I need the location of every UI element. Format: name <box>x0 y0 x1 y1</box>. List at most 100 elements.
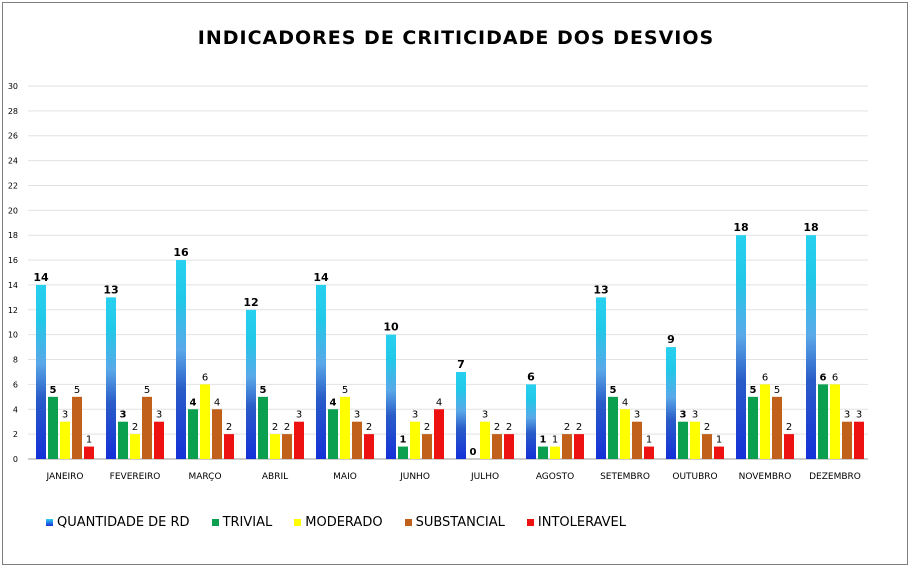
bar-quantidade-de-rd <box>666 347 676 459</box>
bar-trivial <box>678 421 688 459</box>
legend-item: SUBSTANCIAL <box>404 514 505 530</box>
bar-intoleravel <box>224 434 234 459</box>
y-tick-label: 20 <box>8 206 18 215</box>
data-label: 2 <box>786 422 792 433</box>
legend-swatch <box>46 518 53 526</box>
bar-substancial <box>772 396 782 459</box>
data-label: 4 <box>622 397 628 408</box>
data-label: 2 <box>366 422 372 433</box>
data-label: 1 <box>86 435 92 446</box>
bar-substancial <box>842 421 852 459</box>
legend-label: INTOLERAVEL <box>537 514 626 530</box>
bar-quantidade-de-rd <box>176 260 186 459</box>
x-tick-label: FEVEREIRO <box>110 472 161 482</box>
bar-trivial <box>48 396 58 459</box>
data-label: 3 <box>412 410 418 421</box>
bar-moderado <box>270 434 280 459</box>
legend-swatch <box>294 518 302 526</box>
x-tick-label: MAIO <box>333 472 357 482</box>
x-tick-label: JULHO <box>470 472 499 482</box>
bar-trivial <box>818 384 828 459</box>
bar-substancial <box>492 434 502 459</box>
data-label: 4 <box>214 397 220 408</box>
data-label: 5 <box>50 385 57 396</box>
data-label: 7 <box>457 358 465 371</box>
bar-moderado <box>200 384 210 459</box>
data-label: 3 <box>296 410 302 421</box>
y-tick-label: 26 <box>8 132 18 141</box>
data-label: 10 <box>383 321 399 334</box>
legend-label: SUBSTANCIAL <box>415 514 505 530</box>
bar-trivial <box>538 446 548 459</box>
bar-intoleravel <box>714 446 724 459</box>
data-label: 18 <box>803 221 818 234</box>
data-label: 2 <box>564 422 570 433</box>
data-label: 1 <box>716 435 722 446</box>
bar-intoleravel <box>434 409 444 459</box>
x-tick-label: NOVEMBRO <box>739 472 792 482</box>
bar-substancial <box>632 421 642 459</box>
y-tick-label: 2 <box>13 430 18 439</box>
data-label: 3 <box>680 410 687 421</box>
bar-moderado <box>830 384 840 459</box>
data-label: 13 <box>103 283 118 296</box>
bar-moderado <box>60 421 70 459</box>
bar-quantidade-de-rd <box>386 334 396 459</box>
data-label: 3 <box>844 410 850 421</box>
data-label: 2 <box>424 422 430 433</box>
bar-moderado <box>340 396 350 459</box>
data-label: 16 <box>173 246 189 259</box>
bar-intoleravel <box>84 446 94 459</box>
data-label: 9 <box>667 333 675 346</box>
bar-substancial <box>562 434 572 459</box>
data-label: 4 <box>190 397 197 408</box>
bar-intoleravel <box>644 446 654 459</box>
data-label: 1 <box>540 435 547 446</box>
bar-intoleravel <box>294 421 304 459</box>
bar-substancial <box>702 434 712 459</box>
bar-quantidade-de-rd <box>246 309 256 459</box>
bar-substancial <box>282 434 292 459</box>
data-label: 6 <box>762 372 768 383</box>
y-tick-label: 18 <box>8 231 18 240</box>
data-label: 3 <box>856 410 862 421</box>
legend-swatch <box>404 518 412 526</box>
x-tick-label: JUNHO <box>399 472 430 482</box>
data-label: 4 <box>330 397 337 408</box>
y-tick-label: 12 <box>8 306 18 315</box>
y-tick-label: 14 <box>8 281 18 290</box>
bar-trivial <box>328 409 338 459</box>
x-tick-label: MARÇO <box>188 472 221 482</box>
y-tick-label: 4 <box>13 405 18 414</box>
data-label: 12 <box>243 296 258 309</box>
y-tick-label: 16 <box>8 256 18 265</box>
data-label: 4 <box>436 397 442 408</box>
bar-substancial <box>352 421 362 459</box>
data-label: 6 <box>527 370 535 383</box>
data-label: 5 <box>74 385 80 396</box>
data-label: 3 <box>120 410 127 421</box>
data-label: 3 <box>156 410 162 421</box>
legend-swatch <box>526 518 534 526</box>
y-tick-label: 28 <box>8 107 18 116</box>
data-label: 5 <box>260 385 267 396</box>
legend-item: TRIVIAL <box>211 515 272 530</box>
data-label: 6 <box>832 372 838 383</box>
data-label: 6 <box>820 372 827 383</box>
data-label: 2 <box>284 422 290 433</box>
data-label: 5 <box>750 385 757 396</box>
legend-item: QUANTIDADE DE RD <box>46 515 190 530</box>
bar-quantidade-de-rd <box>456 371 466 459</box>
bar-substancial <box>72 396 82 459</box>
legend-swatch <box>211 518 219 526</box>
bar-substancial <box>142 396 152 459</box>
data-label: 5 <box>774 385 780 396</box>
bar-quantidade-de-rd <box>36 284 46 459</box>
data-label: 13 <box>593 283 608 296</box>
bar-quantidade-de-rd <box>596 297 606 459</box>
data-label: 2 <box>494 422 500 433</box>
data-label: 2 <box>506 422 512 433</box>
bar-substancial <box>422 434 432 459</box>
chart-title: INDICADORES DE CRITICIDADE DOS DESVIOS <box>197 27 715 49</box>
bar-moderado <box>130 434 140 459</box>
